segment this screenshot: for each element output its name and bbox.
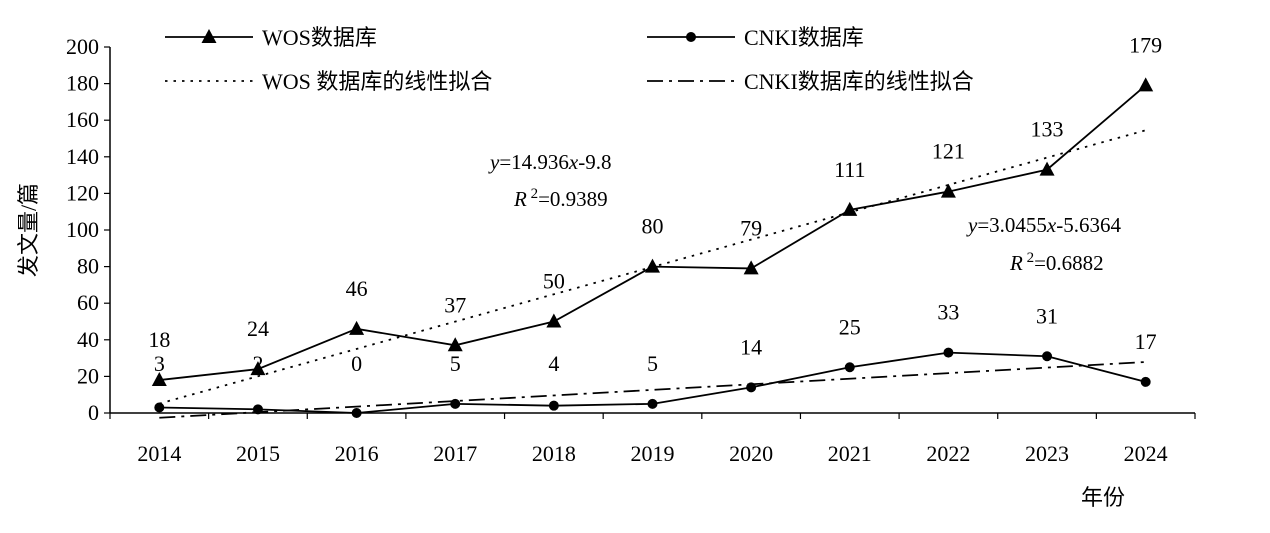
data-label-cnki: 5 [450,351,461,376]
point-cnki [548,400,559,411]
y-tick-label: 180 [66,71,99,96]
trend-equation-wos: y=14.936x-9.8 [488,150,612,174]
point-cnki [252,404,263,415]
data-label-wos: 133 [1031,117,1064,142]
point-cnki [450,398,461,409]
data-label-cnki: 31 [1036,303,1058,328]
y-tick-label: 140 [66,144,99,169]
point-cnki [1140,376,1151,387]
x-tick-label: 2021 [828,441,872,466]
x-tick-label: 2022 [926,441,970,466]
data-label-wos: 80 [642,214,664,239]
point-cnki [746,382,757,393]
point-wos [940,183,956,198]
legend-label: CNKI数据库 [744,25,864,50]
data-label-wos: 46 [346,276,368,301]
data-label-wos: 37 [444,292,466,317]
trendline-cnki [159,361,1146,419]
y-tick-label: 80 [77,254,99,279]
legend-label: WOS 数据库的线性拟合 [262,69,492,94]
data-label-wos: 179 [1129,32,1162,57]
y-tick-label: 120 [66,180,99,205]
trend-r2-cnki: R 2=0.6882 [1009,250,1104,275]
legend-marker [686,32,696,42]
data-label-wos: 50 [543,269,565,294]
point-cnki [943,347,954,358]
legend-label: CNKI数据库的线性拟合 [744,69,974,94]
point-cnki [154,402,165,413]
point-cnki [844,362,855,373]
legend-label: WOS数据库 [262,25,377,50]
y-tick-label: 60 [77,290,99,315]
data-label-cnki: 25 [839,314,861,339]
point-wos [546,313,562,328]
data-label-wos: 24 [247,316,269,341]
x-tick-label: 2019 [631,441,675,466]
point-wos [645,258,660,273]
data-label-cnki: 3 [154,351,165,376]
x-axis-title: 年份 [1081,485,1125,510]
data-label-cnki: 0 [351,351,362,376]
x-tick-label: 2017 [433,441,477,466]
trend-equations: y=14.936x-9.8 R 2=0.9389 y=3.0455x-5.6364 R… [488,150,1121,275]
y-axis-title: 发文量/篇 [16,183,41,277]
x-tick-label: 2015 [236,441,280,466]
x-tick-label: 2020 [729,441,773,466]
data-label-wos: 121 [932,139,965,164]
point-cnki [351,408,362,418]
y-tick-label: 0 [88,400,99,425]
data-label-cnki: 14 [740,334,762,359]
x-tick-label: 2023 [1025,441,1069,466]
point-wos [250,361,266,376]
data-label-cnki: 4 [548,351,559,376]
x-tick-label: 2014 [137,441,181,466]
y-tick-label: 40 [77,327,99,352]
y-tick-label: 100 [66,217,99,242]
point-wos [349,320,365,335]
x-tick-label: 2016 [335,441,379,466]
point-wos [743,260,759,275]
point-wos [447,337,463,352]
data-label-wos: 111 [834,157,865,182]
trend-equation-cnki: y=3.0455x-5.6364 [966,213,1121,237]
point-wos [842,201,858,216]
data-label-cnki: 33 [937,300,959,325]
x-tick-label: 2018 [532,441,576,466]
x-tick-label: 2024 [1124,441,1168,466]
y-tick-label: 160 [66,107,99,132]
data-label-cnki: 2 [252,351,263,376]
trend-r2-wos: R 2=0.9389 [513,186,608,211]
y-tick-label: 20 [77,363,99,388]
data-label-cnki: 5 [647,351,658,376]
data-label-cnki: 17 [1135,329,1157,354]
point-wos [151,372,167,387]
point-cnki [647,398,658,409]
legend-marker [201,29,217,43]
y-tick-label: 200 [66,34,99,59]
point-wos [1138,77,1154,92]
data-label-wos: 18 [148,327,170,352]
legend: WOS数据库 CNKI数据库 WOS 数据库的线性拟合 CNKI数据库的线性拟合 [165,25,974,94]
data-labels: 18 24 46 37 50 80 79 111 121 133 179 3 2 0 5 4 5 14 25 33 31… [148,32,1162,376]
series [151,77,1154,418]
point-wos [1039,161,1055,176]
point-cnki [1042,351,1053,362]
data-label-wos: 79 [740,215,762,240]
